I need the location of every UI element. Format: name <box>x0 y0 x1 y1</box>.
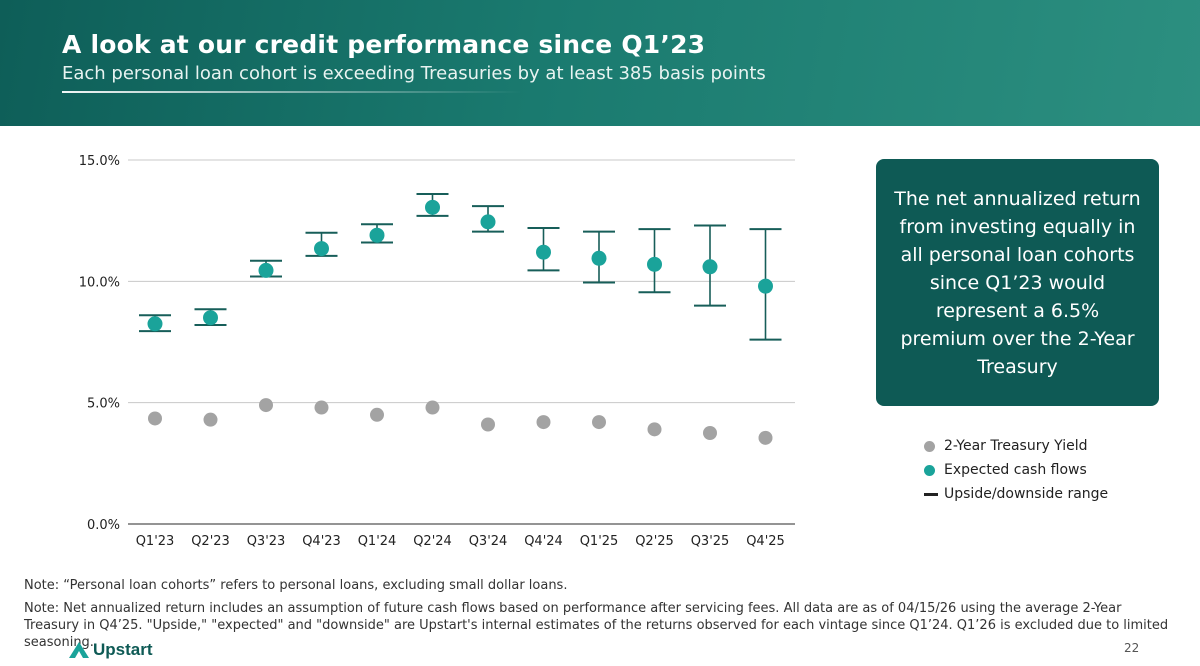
treasury-yield-point <box>703 426 717 440</box>
treasury-yield-point <box>425 400 440 415</box>
expected-cash-flow-point <box>758 278 773 294</box>
footnote-methodology: Note: Net annualized return includes an … <box>24 601 1169 650</box>
x-tick-label: Q1'23 <box>136 534 175 549</box>
legend-item-treasury: 2-Year Treasury Yield <box>924 434 1108 458</box>
expected-cash-flow-point <box>702 259 718 275</box>
treasury-yield-point <box>370 407 384 422</box>
expected-cash-flow-point <box>203 310 218 326</box>
credit-performance-chart: 0.0% 5.0% 10.0% 15.0% Q1'23 Q2'23 Q3'23 Q4'23 Q1… <box>79 154 795 549</box>
legend-swatch-treasury <box>924 440 935 452</box>
page-subtitle: Each personal loan cohort is exceeding T… <box>62 63 766 84</box>
expected-cash-flow-point <box>369 227 385 243</box>
treasury-yield-point <box>481 417 495 432</box>
page-title: A look at our credit performance since Q… <box>62 30 706 59</box>
expected-cash-flow-point <box>591 250 607 266</box>
x-tick-label: Q3'23 <box>247 534 286 549</box>
legend-item-expected: Expected cash flows <box>924 458 1108 482</box>
upstart-logo-icon <box>69 642 89 658</box>
expected-cash-flow-point <box>425 199 440 215</box>
y-tick-label: 0.0% <box>87 518 120 533</box>
expected-cash-flow-point <box>536 244 551 260</box>
treasury-yield-point <box>647 422 662 437</box>
treasury-yield-point <box>758 430 773 445</box>
header-banner: A look at our credit performance since Q… <box>0 0 1200 126</box>
legend-label-expected: Expected cash flows <box>944 462 1087 478</box>
page-number: 22 <box>1124 641 1140 655</box>
treasury-yield-point <box>592 415 606 430</box>
y-tick-label: 10.0% <box>79 275 120 290</box>
treasury-yield-point <box>259 398 273 413</box>
x-tick-label: Q1'25 <box>580 534 619 549</box>
expected-cash-flow-point <box>314 241 329 257</box>
x-tick-label: Q1'24 <box>358 534 397 549</box>
legend-item-range: Upside/downside range <box>924 482 1108 506</box>
upstart-logo: Upstart <box>68 640 153 660</box>
y-tick-label: 5.0% <box>87 397 120 412</box>
legend-label-treasury: 2-Year Treasury Yield <box>944 438 1088 454</box>
expected-cash-flow-point <box>647 256 662 272</box>
footnote-cohorts: Note: “Personal loan cohorts” refers to … <box>24 578 568 593</box>
x-tick-label: Q3'24 <box>469 534 508 549</box>
x-tick-label: Q4'23 <box>302 534 341 549</box>
x-tick-label: Q2'23 <box>191 534 230 549</box>
legend-label-range: Upside/downside range <box>944 486 1109 502</box>
x-tick-label: Q3'25 <box>691 534 730 549</box>
legend-swatch-expected <box>924 464 935 476</box>
callout-text: The net annualized return from investing… <box>894 187 1141 378</box>
treasury-yield-point <box>314 400 329 415</box>
x-tick-label: Q4'24 <box>524 534 563 549</box>
expected-cash-flow-point <box>258 262 274 278</box>
y-tick-label: 15.0% <box>79 154 120 169</box>
x-tick-label: Q4'25 <box>746 534 785 549</box>
expected-cash-flow-point <box>480 214 496 230</box>
logo-text: Upstart <box>93 640 153 659</box>
treasury-yield-point <box>148 411 162 426</box>
x-tick-label: Q2'25 <box>635 534 674 549</box>
chart-legend: 2-Year Treasury Yield Expected cash flow… <box>924 434 1108 506</box>
treasury-yield-point <box>203 412 218 427</box>
callout-box: The net annualized return from investing… <box>876 159 1159 406</box>
title-underline <box>62 91 522 93</box>
expected-cash-flow-point <box>147 316 163 332</box>
legend-swatch-range <box>924 492 938 496</box>
treasury-yield-point <box>536 415 551 430</box>
x-tick-label: Q2'24 <box>413 534 452 549</box>
